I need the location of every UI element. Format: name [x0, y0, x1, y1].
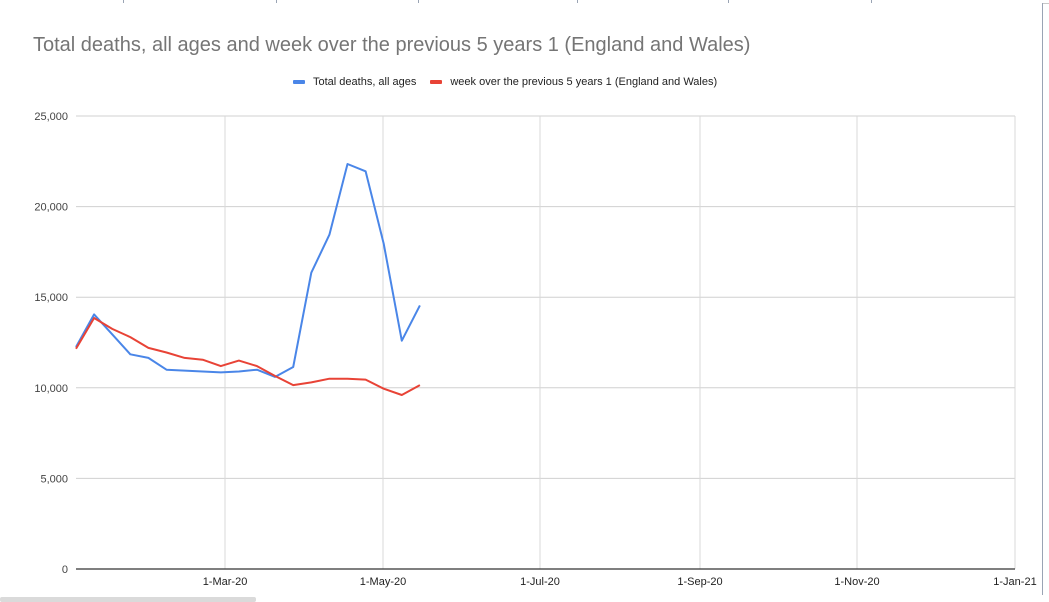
legend-swatch-blue	[293, 80, 305, 84]
column-divider	[871, 0, 872, 3]
column-divider	[728, 0, 729, 3]
column-divider	[123, 0, 124, 3]
series-lines	[75, 163, 421, 396]
x-tick-label: 1-Nov-20	[834, 576, 879, 588]
x-tick-label: 1-Jul-20	[520, 576, 560, 588]
legend-swatch-red	[430, 80, 443, 84]
series-line-total-deaths[interactable]	[75, 163, 421, 378]
legend-label: week over the previous 5 years 1 (Englan…	[450, 76, 718, 88]
chart-legend: Total deaths, all ages week over the pre…	[293, 76, 731, 88]
column-divider	[577, 0, 578, 3]
legend-item-total-deaths[interactable]: Total deaths, all ages	[293, 76, 416, 88]
legend-label: Total deaths, all ages	[313, 76, 417, 88]
series-line-previous-5-years[interactable]	[75, 317, 421, 396]
legend-item-previous-5-years[interactable]: week over the previous 5 years 1 (Englan…	[430, 76, 717, 88]
y-axis-labels: 0 5,000 10,000 15,000 20,000 25,000	[34, 111, 68, 576]
y-tick-label: 20,000	[34, 202, 68, 214]
y-tick-label: 25,000	[34, 111, 68, 123]
column-divider	[276, 0, 277, 3]
y-tick-label: 10,000	[34, 383, 68, 395]
y-tick-label: 5,000	[40, 473, 68, 485]
y-tick-label: 15,000	[34, 292, 68, 304]
x-axis-labels: 1-Mar-20 1-May-20 1-Jul-20 1-Sep-20 1-Nov-20…	[203, 576, 1037, 588]
x-tick-label: 1-May-20	[360, 576, 406, 588]
chart-title: Total deaths, all ages and week over the…	[33, 34, 751, 56]
column-divider	[418, 0, 419, 3]
x-tick-label: 1-Jan-21	[993, 576, 1036, 588]
x-tick-label: 1-Sep-20	[677, 576, 722, 588]
x-tick-label: 1-Mar-20	[203, 576, 248, 588]
chart-container[interactable]	[0, 3, 1043, 595]
gridlines	[76, 115, 1016, 570]
horizontal-scrollbar[interactable]	[0, 597, 256, 602]
y-tick-label: 0	[62, 564, 68, 576]
